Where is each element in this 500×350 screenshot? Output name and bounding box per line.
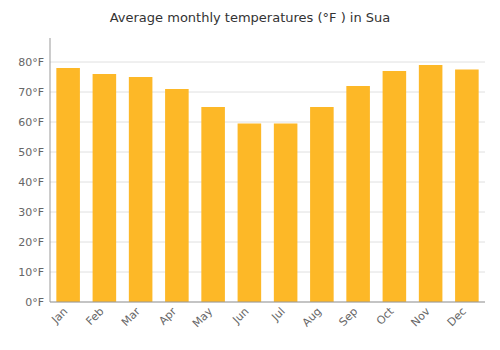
y-tick-label: 30°F xyxy=(18,206,44,219)
bar xyxy=(419,65,443,302)
x-tick-label: Jul xyxy=(268,305,287,324)
chart: Average monthly temperatures (°F ) in Su… xyxy=(0,0,500,350)
bar xyxy=(165,89,189,302)
bar xyxy=(201,107,225,302)
bar xyxy=(129,77,153,302)
y-tick-label: 40°F xyxy=(18,176,44,189)
x-tick-label: Nov xyxy=(408,305,433,330)
y-tick-label: 60°F xyxy=(18,116,44,129)
grid-line xyxy=(50,62,485,63)
title: Average monthly temperatures (°F ) in Su… xyxy=(110,10,391,25)
y-tick-label: 20°F xyxy=(18,236,44,249)
x-tick-label: Aug xyxy=(300,305,324,329)
y-axis: 0°F 10°F 20°F 30°F 40°F 50°F 60°F 70°F 80°F xyxy=(18,38,50,309)
x-tick-label: Sep xyxy=(336,305,360,329)
bar xyxy=(274,124,298,303)
bars xyxy=(56,65,478,302)
grid-line xyxy=(50,302,485,303)
x-tick-label: Jan xyxy=(48,305,70,327)
bar xyxy=(93,74,117,302)
x-tick-label: Mar xyxy=(119,305,143,329)
bar xyxy=(383,71,407,302)
bar xyxy=(455,70,479,303)
x-tick-label: Oct xyxy=(374,304,397,327)
bar xyxy=(56,68,80,302)
y-tick-label: 80°F xyxy=(18,56,44,69)
x-tick-label: Apr xyxy=(156,305,179,328)
grid xyxy=(50,62,485,302)
page: {"chart_data": {"type": "bar", "title": … xyxy=(0,0,500,350)
y-tick-label: 10°F xyxy=(18,266,44,279)
x-tick-label: Jun xyxy=(229,305,251,327)
x-tick-label: Feb xyxy=(84,305,107,328)
bar xyxy=(310,107,334,302)
y-tick-label: 0°F xyxy=(25,296,44,309)
bar xyxy=(238,124,262,303)
x-axis: Jan Feb Mar Apr May Jun Jul Aug Sep Oct Nov Dec xyxy=(48,304,469,330)
x-tick-label: May xyxy=(190,305,216,331)
y-axis-line xyxy=(50,38,51,302)
chart-container: Average monthly temperatures (°F ) in Su… xyxy=(0,0,500,350)
x-axis-line xyxy=(50,302,485,303)
bar xyxy=(346,86,370,302)
x-tick-label: Dec xyxy=(445,305,469,329)
y-tick-label: 70°F xyxy=(18,86,44,99)
y-tick-label: 50°F xyxy=(18,146,44,159)
